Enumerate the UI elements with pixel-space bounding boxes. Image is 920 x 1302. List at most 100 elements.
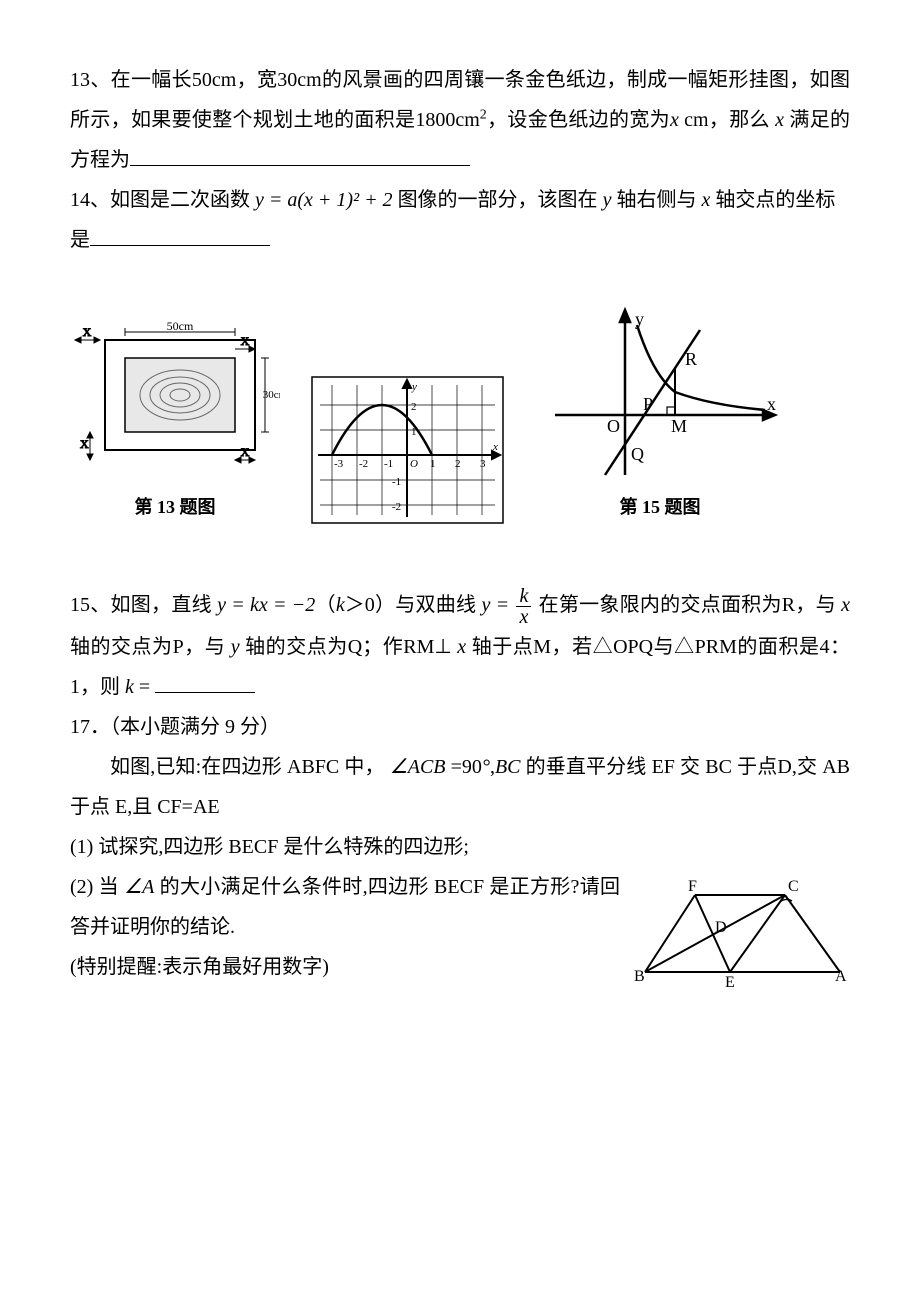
svg-text:X: X (241, 445, 250, 459)
q14-text-c: 轴右侧与 (611, 189, 701, 211)
svg-text:y: y (411, 381, 417, 393)
svg-text:2: 2 (411, 401, 417, 413)
svg-text:D: D (715, 919, 727, 936)
svg-text:x: x (767, 394, 776, 414)
svg-text:-2: -2 (392, 501, 401, 513)
svg-text:1: 1 (411, 426, 417, 438)
q15-text-d: ，与 (795, 594, 841, 616)
svg-text:3: 3 (480, 458, 486, 470)
q17-angle: ∠ACB (390, 756, 446, 778)
svg-text:x: x (492, 441, 498, 453)
svg-text:X: X (83, 325, 92, 339)
q17-angleA: ∠A (124, 876, 154, 898)
q13-sup: 2 (480, 107, 487, 122)
fig15-svg: O P Q R M x y (535, 300, 785, 485)
fig14-box: -3 -2 -1 1 2 3 2 1 -1 -2 O x y (310, 375, 505, 525)
q17-p2-text: 当 (93, 876, 124, 898)
svg-text:X: X (80, 437, 89, 451)
q17-note-text: (特别提醒:表示角最好用数字) (70, 956, 329, 978)
q13: 13、在一幅长50cm，宽30cm的风景画的四周镶一条金色纸边，制成一幅矩形挂图… (70, 60, 850, 180)
q15-text-f: 轴的交点为Q；作RM⊥ (240, 636, 458, 658)
q17-p1: (1) 试探究,四边形 BECF 是什么特殊的四边形; (70, 827, 850, 867)
svg-text:1: 1 (430, 458, 436, 470)
q13-blank (130, 141, 470, 166)
svg-text:F: F (688, 878, 697, 895)
fig17-svg: F C B E A D (630, 877, 850, 987)
q17-eq90: =90 (446, 756, 482, 778)
q17-p1-num: (1) (70, 836, 93, 858)
svg-text:X: X (241, 334, 250, 348)
q15-num: 15、 (70, 594, 111, 616)
fig13-dim-top: 50cm (167, 320, 194, 333)
fig17-box: F C B E A D (630, 877, 850, 1001)
q13-text-b: ，设金色纸边的宽为 (487, 109, 670, 131)
q14-text-d: 轴交点的坐标 (710, 189, 835, 211)
q15-blank (155, 668, 255, 693)
q15-eq1: y = kx = −2 (217, 594, 315, 616)
fig13-caption: 第 13 题图 (135, 489, 216, 525)
q17-p2-num: (2) (70, 876, 93, 898)
q14: 14、如图是二次函数 y = a(x + 1)² + 2 图像的一部分，该图在 … (70, 180, 850, 220)
q14-blank (90, 221, 270, 246)
q17-deg: ° (482, 756, 490, 778)
figure-row: 50cm 30cm X X (70, 300, 850, 525)
q15-text-h: = (134, 676, 155, 698)
fig13-box: 50cm 30cm X X (70, 320, 280, 525)
svg-text:O: O (410, 458, 418, 470)
q17-stem: 如图,已知:在四边形 ABFC 中， ∠ACB =90°,BC 的垂直平分线 E… (70, 747, 850, 827)
q17-p1-text: 试探究,四边形 BECF 是什么特殊的四边形; (93, 836, 469, 858)
fig13-svg: 50cm 30cm X X (70, 320, 280, 485)
svg-text:-1: -1 (384, 458, 393, 470)
q15-paren-a: （ (315, 594, 336, 616)
q13-text-c: cm，那么 (679, 109, 775, 131)
q17-text-a: 如图,已知:在四边形 ABFC 中， (110, 756, 390, 778)
svg-text:E: E (725, 974, 735, 987)
svg-text:A: A (835, 968, 847, 985)
svg-text:B: B (634, 968, 645, 985)
svg-text:-3: -3 (334, 458, 344, 470)
fig14-svg: -3 -2 -1 1 2 3 2 1 -1 -2 O x y (310, 375, 505, 525)
svg-text:O: O (607, 416, 620, 436)
svg-text:-2: -2 (359, 458, 368, 470)
fig15-caption: 第 15 题图 (620, 489, 701, 525)
q14-eq: y = a(x + 1)² + 2 (255, 189, 393, 211)
q15: 15、如图，直线 y = kx = −2（k＞0）与双曲线 y = kx 在第一… (70, 585, 850, 707)
q15-text-c: 在第一象限内的交点面积为R (533, 594, 795, 616)
svg-text:2: 2 (455, 458, 461, 470)
q14-text-a: 如图是二次函数 (110, 189, 255, 211)
q14-text-b: 图像的一部分，该图在 (393, 189, 603, 211)
q15-text-e: 轴的交点为P，与 (70, 636, 231, 658)
q15-text-b: 与双曲线 (395, 594, 481, 616)
svg-text:M: M (671, 416, 687, 436)
q17-header: 17．（本小题满分 9 分） (70, 707, 850, 747)
q17-num: 17． (70, 716, 110, 738)
q14-var2: x (701, 189, 710, 211)
svg-text:Q: Q (631, 444, 644, 464)
q15-var-x1: x (841, 594, 850, 616)
svg-text:y: y (635, 309, 644, 329)
q14-num: 14、 (70, 189, 110, 211)
svg-text:P: P (643, 394, 653, 414)
q13-num: 13、 (70, 69, 111, 91)
q15-var-k: k (125, 676, 134, 698)
svg-text:-1: -1 (392, 476, 401, 488)
svg-text:C: C (788, 878, 799, 895)
q15-frac: kx (516, 586, 531, 627)
q17-points: （本小题满分 9 分） (110, 716, 280, 738)
q15-var-y: y (231, 636, 240, 658)
q17: 17．（本小题满分 9 分） 如图,已知:在四边形 ABFC 中， ∠ACB =… (70, 707, 850, 1001)
q15-eq2-lhs: y = (482, 594, 515, 616)
q15-gt0: ＞0） (345, 594, 396, 616)
q15-var-x2: x (457, 636, 466, 658)
q14-text-e: 是 (70, 229, 90, 251)
q17-bc: BC (495, 756, 521, 778)
fig15-box: O P Q R M x y 第 15 题图 (535, 300, 785, 525)
fig13-dim-right: 30cm (263, 389, 280, 401)
q15-text-a: 如图，直线 (111, 594, 218, 616)
q14-line2: 是 (70, 220, 850, 260)
q17-sublist: (1) 试探究,四边形 BECF 是什么特殊的四边形; (70, 827, 850, 987)
q13-var2: x (775, 109, 784, 131)
svg-text:R: R (685, 349, 697, 369)
q15-kvar: k (336, 594, 345, 616)
q13-var1: x (670, 109, 679, 131)
